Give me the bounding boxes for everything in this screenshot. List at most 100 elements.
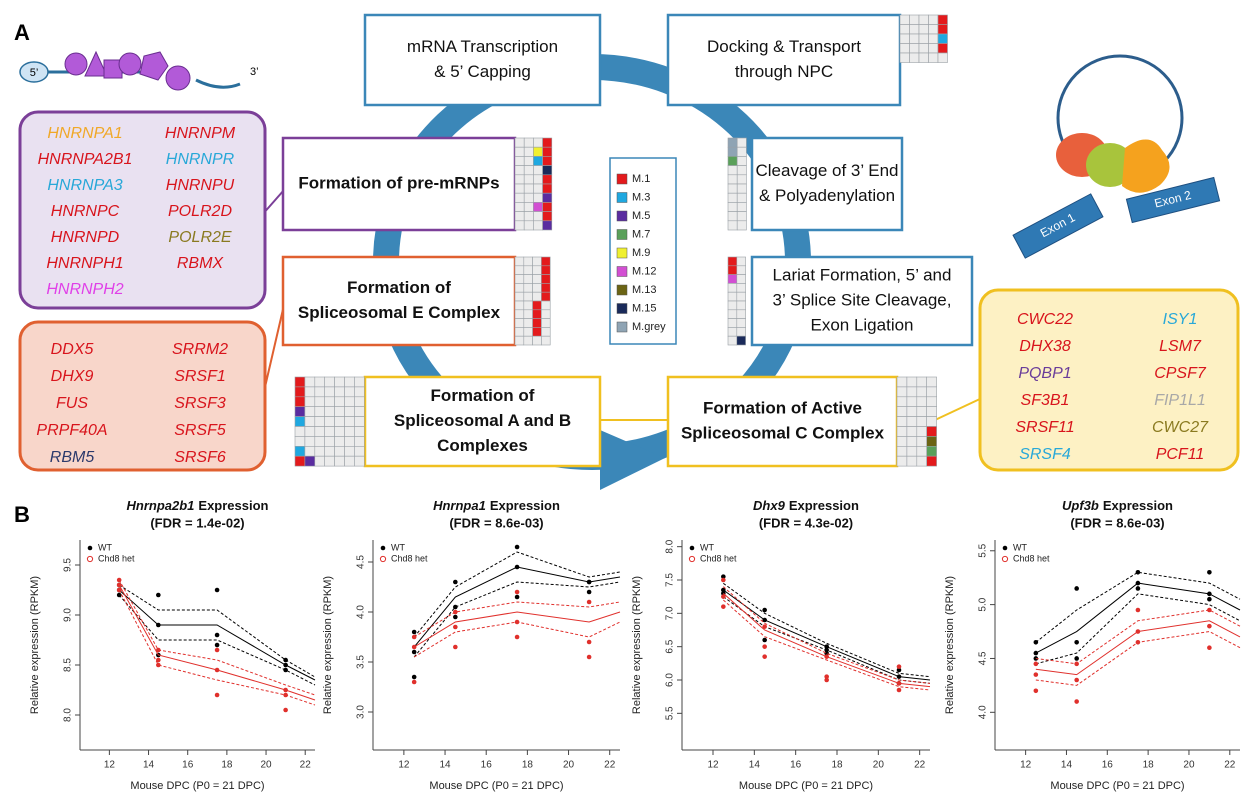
x-tick-label: 12 — [1020, 760, 1032, 771]
grid-cell — [737, 327, 746, 336]
y-tick-label: 6.5 — [665, 639, 676, 653]
step-label: Formation of pre-mRNPs — [298, 173, 499, 192]
data-point — [1034, 651, 1039, 656]
grid-cell — [295, 407, 305, 417]
grid-cell — [524, 202, 533, 211]
x-tick-label: 20 — [873, 760, 885, 771]
grid-cell — [515, 175, 524, 184]
gene-name: SF3B1 — [1021, 392, 1070, 409]
data-point — [1136, 608, 1141, 613]
grid-cell — [938, 34, 948, 44]
grid-cell — [305, 427, 315, 437]
grid-cell — [917, 377, 927, 387]
grid-cell — [295, 417, 305, 427]
gene-name: HNRNPA3 — [47, 177, 122, 194]
grid-cell — [533, 301, 542, 310]
gene-name: FUS — [56, 395, 88, 412]
grid-cell — [910, 25, 920, 35]
y-tick-label: 4.5 — [356, 555, 367, 569]
data-point — [1034, 662, 1039, 667]
data-point — [156, 593, 161, 598]
grid-cell — [345, 387, 355, 397]
title-rest: Expression — [490, 498, 560, 513]
legend-label: M.15 — [632, 302, 656, 314]
grid-cell — [533, 257, 542, 266]
grid-cell — [728, 166, 737, 175]
grid-cell — [737, 202, 746, 211]
grid-cell — [541, 301, 550, 310]
data-point — [283, 708, 288, 713]
grid-cell — [910, 34, 920, 44]
legend-label: M.12 — [632, 265, 656, 277]
data-point — [412, 675, 417, 680]
data-point — [1136, 586, 1141, 591]
data-point — [1136, 629, 1141, 634]
data-point — [587, 640, 592, 645]
grid-cell — [524, 275, 533, 284]
grid-cell — [541, 283, 550, 292]
legend-marker — [87, 556, 92, 561]
grid-cell — [737, 156, 746, 165]
data-point — [453, 615, 458, 620]
grid-cell — [737, 319, 746, 328]
grid-cell — [325, 397, 335, 407]
title-gene: Upf3b — [1062, 498, 1099, 513]
step-label: Formation of — [347, 278, 451, 297]
grid-cell — [897, 456, 907, 466]
grid-cell — [325, 436, 335, 446]
grid-cell — [533, 275, 542, 284]
grid-cell — [927, 436, 937, 446]
data-point — [1136, 581, 1141, 586]
legend-label: M.13 — [632, 284, 656, 296]
grid-cell — [927, 377, 937, 387]
grid-cell — [917, 446, 927, 456]
grid-cell — [929, 34, 939, 44]
grid-cell — [541, 310, 550, 319]
data-point — [1207, 570, 1212, 575]
data-point — [824, 678, 829, 683]
grid-cell — [315, 407, 325, 417]
grid-cell — [335, 427, 345, 437]
grid-cell — [737, 147, 746, 156]
data-point — [824, 654, 829, 659]
data-point — [117, 588, 122, 593]
data-point — [515, 545, 520, 550]
x-axis-label: Mouse DPC (P0 = 21 DPC) — [739, 780, 873, 792]
data-point — [1207, 608, 1212, 613]
step-label: Spliceosomal A and B — [394, 411, 571, 430]
grid-cell — [543, 202, 552, 211]
data-point — [1136, 640, 1141, 645]
legend-marker — [1003, 546, 1008, 551]
y-tick-label: 7.5 — [665, 573, 676, 587]
grid-cell — [533, 221, 542, 230]
grid-cell — [897, 387, 907, 397]
grid-cell — [533, 202, 542, 211]
grid-cell — [524, 175, 533, 184]
legend-swatch — [617, 285, 627, 295]
data-point — [117, 578, 122, 583]
grid-cell — [897, 427, 907, 437]
grid-cell — [917, 417, 927, 427]
grid-cell — [315, 446, 325, 456]
grid-cell — [900, 53, 910, 63]
x-tick-label: 22 — [300, 760, 312, 771]
grid-cell — [543, 193, 552, 202]
y-tick-label: 3.0 — [356, 705, 367, 719]
legend-marker — [381, 546, 386, 551]
interval-line — [1036, 632, 1240, 686]
step-box — [283, 257, 515, 345]
gene-name: DHX9 — [51, 368, 94, 385]
grid-cell — [917, 387, 927, 397]
legend-label: Chd8 het — [700, 553, 737, 563]
data-point — [721, 594, 726, 599]
data-point — [215, 668, 220, 673]
chart-title: Hnrnpa2b1Expression — [127, 498, 269, 513]
grid-cell — [929, 15, 939, 25]
grid-cell — [335, 436, 345, 446]
x-axis-label: Mouse DPC (P0 = 21 DPC) — [130, 780, 264, 792]
module-grid — [900, 15, 948, 63]
grid-cell — [335, 446, 345, 456]
grid-cell — [927, 427, 937, 437]
data-point — [587, 580, 592, 585]
data-point — [1207, 592, 1212, 597]
